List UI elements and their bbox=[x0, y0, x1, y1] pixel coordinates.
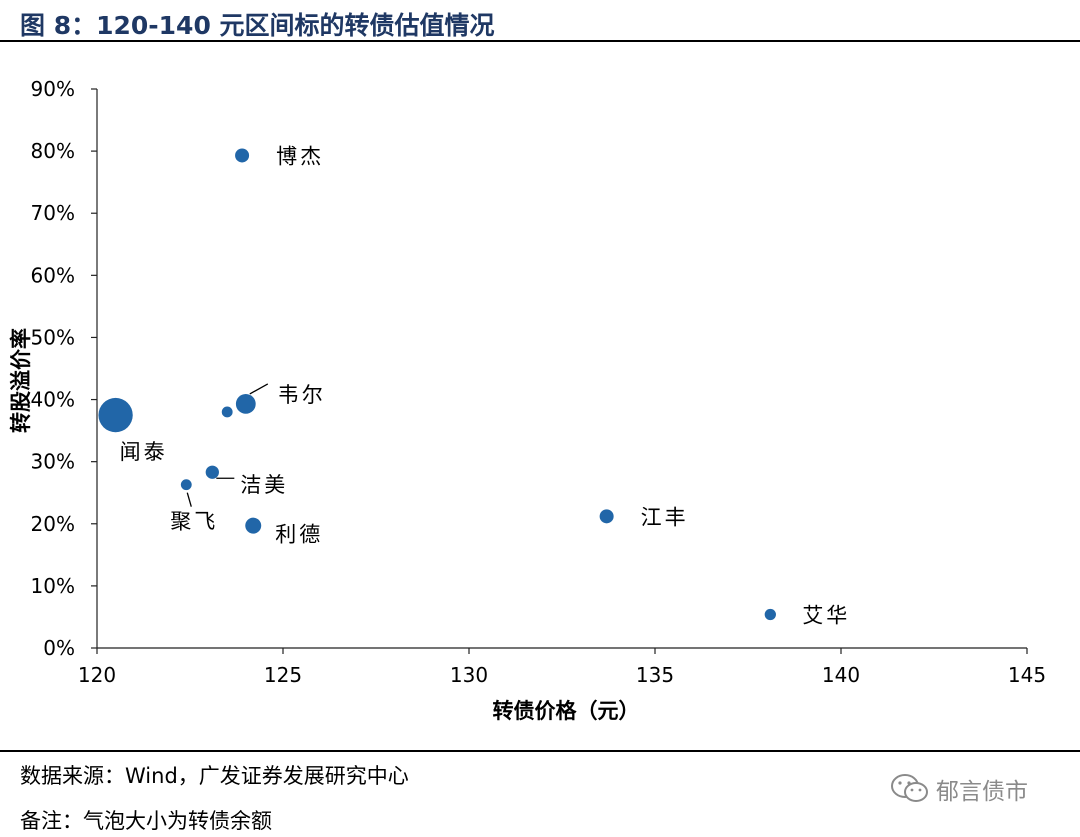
title-rule bbox=[0, 40, 1080, 42]
bubble-point bbox=[235, 394, 256, 414]
bubble-point bbox=[764, 608, 776, 621]
source-text: 数据来源：Wind，广发证券发展研究中心 bbox=[20, 764, 409, 788]
y-tick-label: 0% bbox=[43, 636, 75, 660]
y-tick-label: 20% bbox=[31, 512, 75, 536]
bubble-point bbox=[245, 517, 262, 534]
x-tick-label: 125 bbox=[264, 663, 302, 687]
y-tick-label: 80% bbox=[31, 139, 75, 163]
data-label: 博杰 bbox=[276, 144, 324, 168]
leader-line bbox=[186, 492, 192, 507]
data-label: 江丰 bbox=[641, 505, 689, 529]
x-tick-label: 135 bbox=[636, 663, 674, 687]
y-tick-label: 10% bbox=[31, 574, 75, 598]
bubble-point bbox=[180, 479, 192, 491]
watermark-text: 郁言债市 bbox=[936, 779, 1028, 805]
data-label: 聚飞 bbox=[170, 510, 218, 534]
x-tick-label: 120 bbox=[78, 663, 116, 687]
x-tick-label: 130 bbox=[450, 663, 488, 687]
y-tick-label: 90% bbox=[31, 77, 75, 101]
bubble-point bbox=[98, 397, 133, 433]
footer-rule bbox=[0, 750, 1080, 752]
y-tick-label: 60% bbox=[31, 263, 75, 287]
y-tick-label: 30% bbox=[31, 450, 75, 474]
data-label: 艾华 bbox=[802, 603, 850, 627]
data-label: 闻泰 bbox=[120, 440, 168, 464]
data-label: 洁美 bbox=[240, 473, 288, 497]
figure-title: 图 8：120-140 元区间标的转债估值情况 bbox=[20, 11, 495, 40]
bubble-point bbox=[599, 509, 614, 524]
leader-line bbox=[249, 383, 269, 395]
x-tick-label: 145 bbox=[1008, 663, 1046, 687]
y-tick-label: 70% bbox=[31, 201, 75, 225]
wechat-icon bbox=[890, 772, 930, 806]
bubble-point bbox=[205, 465, 219, 479]
note-text: 备注：气泡大小为转债余额 bbox=[20, 809, 272, 833]
data-label: 韦尔 bbox=[278, 383, 326, 407]
x-tick-label: 140 bbox=[822, 663, 860, 687]
y-tick-label: 40% bbox=[31, 388, 75, 412]
data-label: 利德 bbox=[275, 523, 323, 547]
bubble-point bbox=[235, 148, 250, 163]
x-axis-title: 转债价格（元） bbox=[493, 699, 640, 723]
y-axis-title: 转股溢价率 bbox=[9, 328, 33, 433]
bubble-point bbox=[221, 406, 233, 418]
bubble-chart: 0% 10% 20% 30% 40% 50% 60% 70% 80% 90% 120 125 130 13… bbox=[9, 77, 1046, 723]
watermark: 郁言债市 bbox=[890, 772, 1028, 806]
y-tick-label: 50% bbox=[31, 325, 75, 349]
